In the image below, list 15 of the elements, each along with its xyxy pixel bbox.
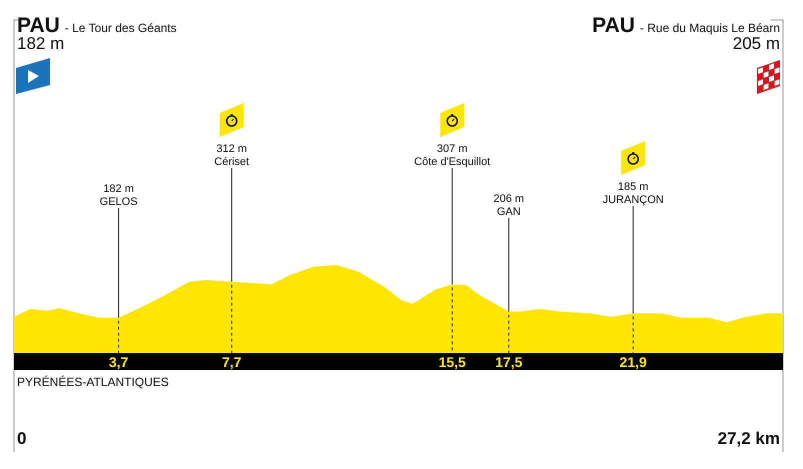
ref-line-label: 312 m Cériset [214,143,250,168]
ref-line-label: 206 m GAN [493,193,524,218]
ref-line-label: 307 m Côte d'Esquillot [414,143,490,168]
x-tick-label: 3,7 [108,354,129,370]
ref-line-label: 185 m JURANÇON [602,181,664,206]
text: 27,2 km [718,429,780,448]
ref-line-label: 182 m GELOS [100,183,138,208]
x-tick-label: 7,7 [222,354,242,370]
x-tick-label: 15,5 [438,354,466,370]
x-tick-label: 21,9 [620,354,647,370]
text: PAU - Rue du Maquis Le Béarn 205 m [592,14,780,53]
text: PAU - Le Tour des Géants 182 m [17,14,177,53]
text: PYRÉNÉES-ATLANTIQUES [17,375,169,389]
x-tick-label: 17,5 [495,354,523,370]
text: 0 [17,429,26,448]
